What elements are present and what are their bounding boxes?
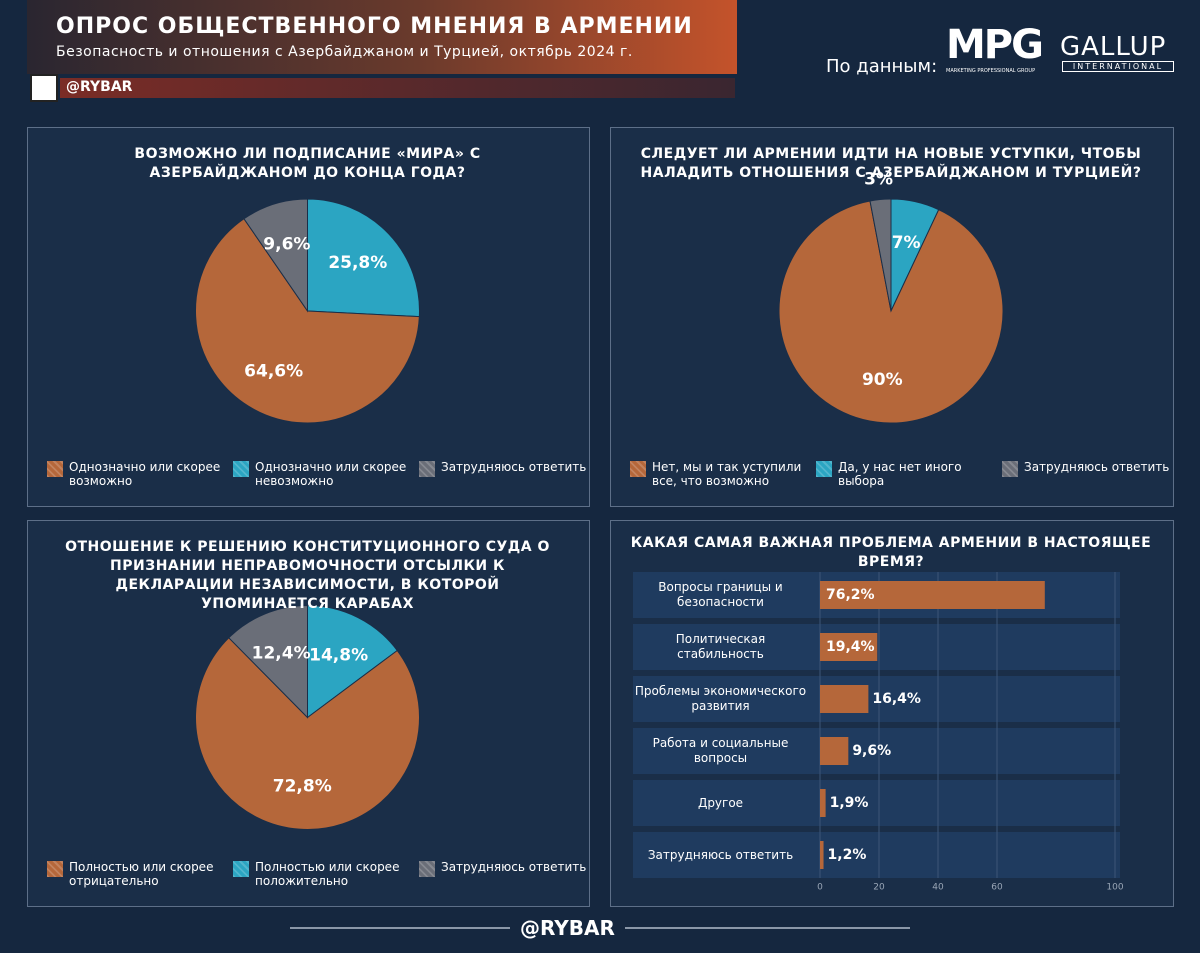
value-label: 76,2% <box>826 587 875 603</box>
legend-swatch <box>1002 461 1018 477</box>
pie-slice <box>307 604 398 719</box>
value-label: 9,6% <box>263 235 310 255</box>
legend-swatch <box>47 861 63 877</box>
y-tick-label: Проблемы экономического развития <box>634 684 807 713</box>
legend-swatch <box>419 861 435 877</box>
x-tick-label: 40 <box>932 883 944 893</box>
bar <box>820 789 826 817</box>
bar <box>820 737 849 765</box>
legend-item: Однозначно или скорее невозможно <box>233 460 420 488</box>
source-label: По данным: <box>826 56 938 77</box>
row-band <box>633 780 1120 826</box>
value-label: 72,8% <box>273 777 332 797</box>
y-tick-label: Политическая стабильность <box>675 632 766 661</box>
value-label: 12,4% <box>252 643 311 663</box>
legend-swatch <box>233 861 249 877</box>
legend-swatch <box>630 461 646 477</box>
y-tick-label: Вопросы границы и безопасности <box>658 580 783 609</box>
y-tick-label: Работа и социальные вопросы <box>652 736 789 765</box>
x-tick-label: 20 <box>873 883 885 893</box>
header-band <box>27 0 737 74</box>
legend-item: Однозначно или скорее возможно <box>47 460 234 488</box>
value-label: 25,8% <box>328 253 387 273</box>
value-label: 9,6% <box>852 743 891 759</box>
value-label: 90% <box>862 370 903 390</box>
x-tick-label: 0 <box>817 883 823 893</box>
legend-item: Нет, мы и так уступили все, что возможно <box>630 460 817 488</box>
pie-slice <box>195 637 420 830</box>
legend-item: Полностью или скорее отрицательно <box>47 860 234 888</box>
chart-title: ВОЗМОЖНО ЛИ ПОДПИСАНИЕ «МИРА» С АЗЕРБАЙД… <box>134 146 481 181</box>
pie-slice <box>869 198 892 312</box>
row-band <box>633 676 1120 722</box>
footer: @RYBAR <box>510 916 625 940</box>
value-label: 3% <box>864 169 893 189</box>
source-1-caption: MARKETING PROFESSIONAL GROUP <box>946 68 1036 74</box>
value-label: 7% <box>892 233 921 253</box>
bar <box>820 841 824 869</box>
header-title: ОПРОС ОБЩЕСТВЕННОГО МНЕНИЯ В АРМЕНИИ <box>56 14 693 39</box>
row-band <box>633 832 1120 878</box>
y-tick-label: Затрудняюсь ответить <box>647 847 794 862</box>
pie-slice <box>778 200 1004 424</box>
header-subtitle: Безопасность и отношения с Азербайджаном… <box>56 44 633 60</box>
value-label: 1,2% <box>828 847 867 863</box>
row-band <box>633 728 1120 774</box>
x-tick-label: 60 <box>991 883 1003 893</box>
pie-slice <box>195 218 420 424</box>
value-label: 14,8% <box>309 645 368 665</box>
source-1: MPG <box>946 22 1044 68</box>
legend-item: Да, у нас нет иного выбора <box>816 460 1003 488</box>
channel: @RYBAR <box>66 79 133 95</box>
chart-title: СЛЕДУЕТ ЛИ АРМЕНИИ ИДТИ НА НОВЫЕ УСТУПКИ… <box>640 146 1142 181</box>
x-tick-label: 100 <box>1106 883 1123 893</box>
qr-code <box>30 74 58 102</box>
chart-title: КАКАЯ САМАЯ ВАЖНАЯ ПРОБЛЕМА АРМЕНИИ В НА… <box>630 535 1152 570</box>
legend-item: Затрудняюсь ответить <box>419 860 606 877</box>
value-label: 16,4% <box>872 691 921 707</box>
channel-bar <box>60 78 735 98</box>
legend-item: Затрудняюсь ответить <box>419 460 606 477</box>
bar <box>820 581 1045 609</box>
chart-title: ОТНОШЕНИЕ К РЕШЕНИЮ КОНСТИТУЦИОННОГО СУД… <box>65 539 550 612</box>
legend-item: Полностью или скорее положительно <box>233 860 420 888</box>
legend-swatch <box>47 461 63 477</box>
pie-slice <box>228 604 308 719</box>
y-tick-label: Другое <box>697 795 744 810</box>
source-2: GALLUP <box>1060 32 1167 62</box>
value-label: 64,6% <box>244 362 303 382</box>
pie-slice <box>307 198 420 318</box>
bar <box>820 685 869 713</box>
pie-slice <box>243 198 308 313</box>
value-label: 1,9% <box>830 795 869 811</box>
legend-item: Затрудняюсь ответить <box>1002 460 1189 477</box>
source-2-caption: INTERNATIONAL <box>1062 61 1174 72</box>
legend-swatch <box>419 461 435 477</box>
legend-swatch <box>816 461 832 477</box>
legend-swatch <box>233 461 249 477</box>
value-label: 19,4% <box>826 639 875 655</box>
bar <box>820 633 878 661</box>
